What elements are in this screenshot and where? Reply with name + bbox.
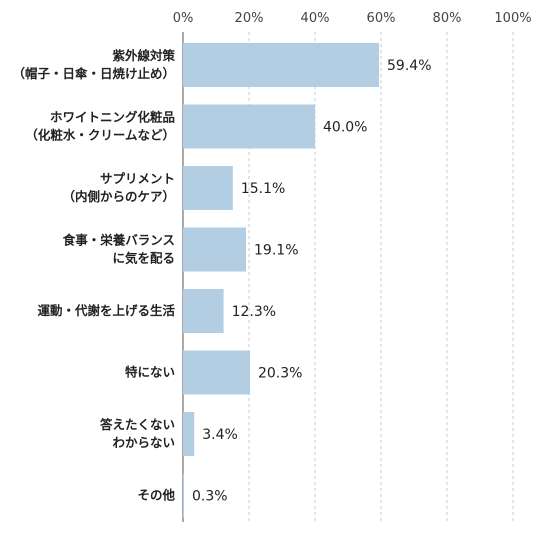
value-label: 0.3% <box>192 489 228 505</box>
value-label: 20.3% <box>258 366 302 382</box>
bar-6 <box>183 412 195 456</box>
x-tick-label: 80% <box>433 11 462 26</box>
category-label: わからない <box>112 435 175 450</box>
value-label: 40.0% <box>323 120 367 136</box>
category-label: に気を配る <box>112 251 175 266</box>
x-tick-label: 100% <box>494 11 531 26</box>
bar-5 <box>183 350 250 395</box>
bar-3 <box>183 227 247 272</box>
bar-7 <box>183 473 184 518</box>
category-label: （帽子・日傘・日焼け止め） <box>12 66 175 81</box>
bar-0 <box>183 43 380 87</box>
value-label: 15.1% <box>241 181 285 197</box>
category-label: 運動・代謝を上げる生活 <box>37 303 175 318</box>
x-tick-label: 20% <box>235 11 264 26</box>
bar-4 <box>183 289 224 333</box>
x-tick-label: 40% <box>301 11 330 26</box>
category-label: 食事・栄養バランス <box>62 233 175 248</box>
category-label: （内側からのケア） <box>62 189 175 204</box>
category-label: 特にない <box>125 365 175 380</box>
category-label: サプリメント <box>100 171 175 186</box>
value-label: 19.1% <box>254 243 298 259</box>
category-label: 紫外線対策 <box>112 48 175 63</box>
category-label: ホワイトニング化粧品 <box>50 110 175 125</box>
category-label: その他 <box>137 488 175 503</box>
value-label: 3.4% <box>202 427 238 443</box>
value-label: 12.3% <box>232 304 276 320</box>
bar-2 <box>183 166 233 210</box>
bar-1 <box>183 104 315 149</box>
x-tick-label: 60% <box>367 11 396 26</box>
x-tick-label: 0% <box>173 11 194 26</box>
category-label: （化粧水・クリームなど） <box>25 128 175 143</box>
value-label: 59.4% <box>387 58 431 74</box>
category-label: 答えたくない <box>100 417 175 432</box>
